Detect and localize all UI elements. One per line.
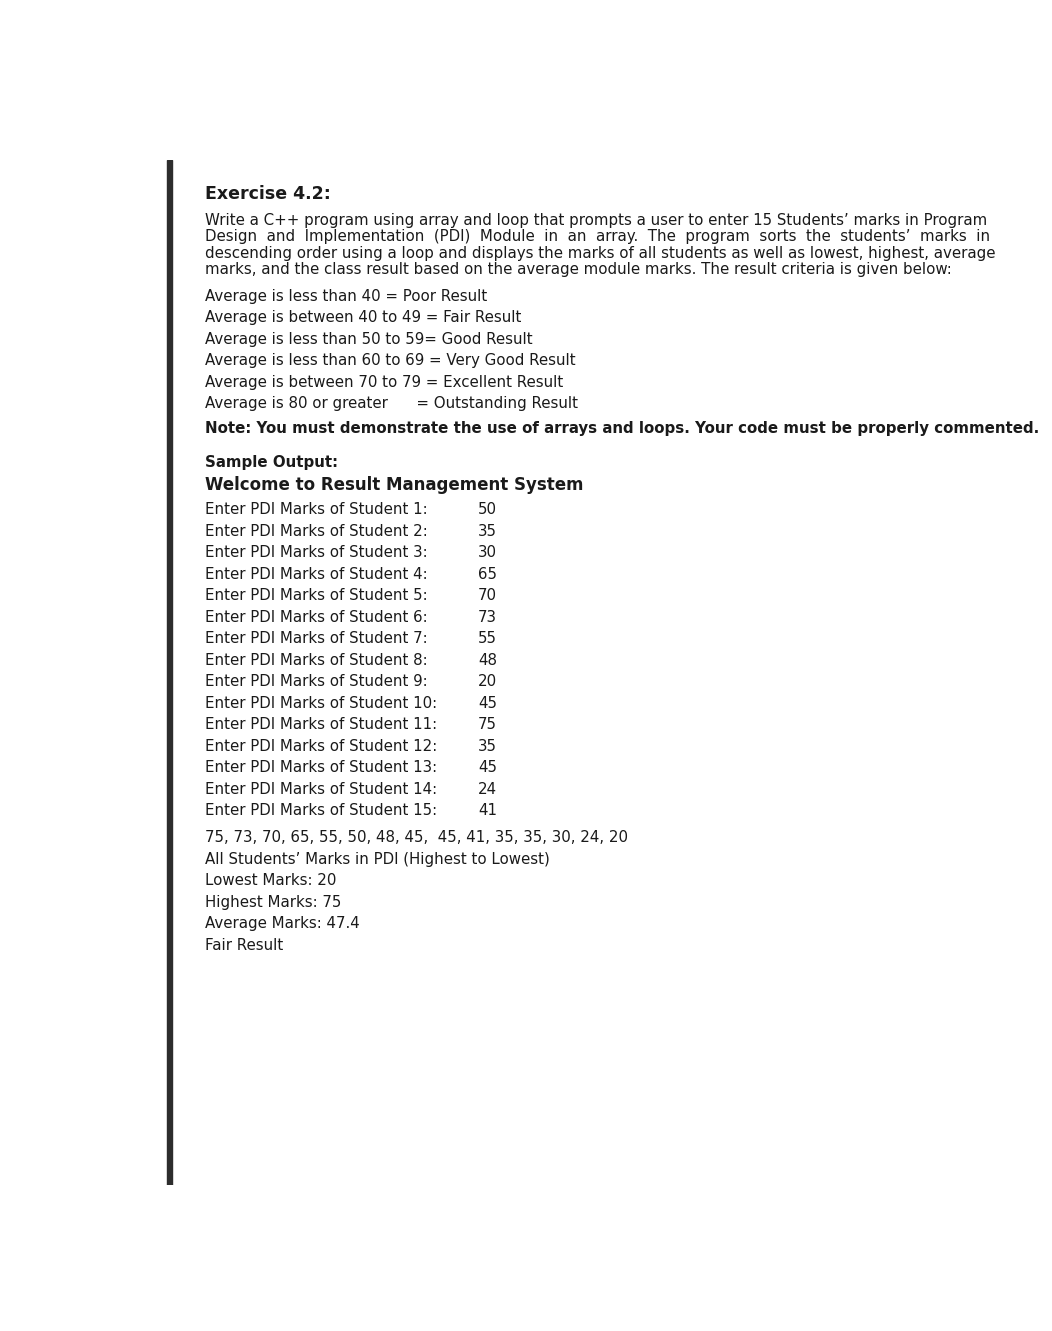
Text: Enter PDI Marks of Student 4:: Enter PDI Marks of Student 4: [205, 567, 427, 582]
Text: All Students’ Marks in PDI (Highest to Lowest): All Students’ Marks in PDI (Highest to L… [205, 852, 550, 866]
Text: marks, and the class result based on the average module marks. The result criter: marks, and the class result based on the… [205, 262, 952, 277]
Text: Enter PDI Marks of Student 8:: Enter PDI Marks of Student 8: [205, 652, 427, 668]
Text: Sample Output:: Sample Output: [205, 455, 338, 470]
Text: 55: 55 [478, 631, 497, 646]
Text: Welcome to Result Management System: Welcome to Result Management System [205, 476, 584, 494]
Text: 65: 65 [478, 567, 497, 582]
Text: Enter PDI Marks of Student 2:: Enter PDI Marks of Student 2: [205, 523, 427, 539]
Text: 20: 20 [478, 675, 498, 689]
Text: Average is less than 40 = Poor Result: Average is less than 40 = Poor Result [205, 289, 487, 303]
Text: Highest Marks: 75: Highest Marks: 75 [205, 894, 341, 909]
Text: Enter PDI Marks of Student 5:: Enter PDI Marks of Student 5: [205, 588, 427, 603]
Text: 41: 41 [478, 804, 497, 819]
Text: Note: You must demonstrate the use of arrays and loops. Your code must be proper: Note: You must demonstrate the use of ar… [205, 421, 1039, 437]
Text: 70: 70 [478, 588, 497, 603]
Text: Enter PDI Marks of Student 15:: Enter PDI Marks of Student 15: [205, 804, 437, 819]
Text: Enter PDI Marks of Student 12:: Enter PDI Marks of Student 12: [205, 739, 438, 753]
Text: Write a C++ program using array and loop that prompts a user to enter 15 Student: Write a C++ program using array and loop… [205, 213, 987, 228]
Text: Enter PDI Marks of Student 7:: Enter PDI Marks of Student 7: [205, 631, 427, 646]
Text: 35: 35 [478, 523, 497, 539]
Text: 75: 75 [478, 717, 497, 732]
Text: Average is less than 50 to 59= Good Result: Average is less than 50 to 59= Good Resu… [205, 331, 532, 347]
Bar [167, 160, 173, 1185]
Text: Average is between 40 to 49 = Fair Result: Average is between 40 to 49 = Fair Resul… [205, 310, 521, 325]
Text: Average is 80 or greater      = Outstanding Result: Average is 80 or greater = Outstanding R… [205, 397, 578, 411]
Text: Enter PDI Marks of Student 14:: Enter PDI Marks of Student 14: [205, 781, 437, 797]
Text: Enter PDI Marks of Student 10:: Enter PDI Marks of Student 10: [205, 696, 437, 711]
Text: 73: 73 [478, 610, 497, 624]
Text: 24: 24 [478, 781, 498, 797]
Text: Enter PDI Marks of Student 13:: Enter PDI Marks of Student 13: [205, 760, 437, 775]
Text: 30: 30 [478, 546, 497, 560]
Text: Exercise 4.2:: Exercise 4.2: [205, 185, 330, 204]
Text: Average is less than 60 to 69 = Very Good Result: Average is less than 60 to 69 = Very Goo… [205, 354, 575, 369]
Text: Enter PDI Marks of Student 3:: Enter PDI Marks of Student 3: [205, 546, 427, 560]
Text: Enter PDI Marks of Student 11:: Enter PDI Marks of Student 11: [205, 717, 437, 732]
Text: Average is between 70 to 79 = Excellent Result: Average is between 70 to 79 = Excellent … [205, 375, 563, 390]
Text: 35: 35 [478, 739, 497, 753]
Text: 48: 48 [478, 652, 497, 668]
Text: 45: 45 [478, 696, 497, 711]
Text: 45: 45 [478, 760, 497, 775]
Text: 75, 73, 70, 65, 55, 50, 48, 45,  45, 41, 35, 35, 30, 24, 20: 75, 73, 70, 65, 55, 50, 48, 45, 45, 41, … [205, 831, 628, 845]
Text: Enter PDI Marks of Student 1:: Enter PDI Marks of Student 1: [205, 502, 427, 516]
Text: 50: 50 [478, 502, 497, 516]
Text: Lowest Marks: 20: Lowest Marks: 20 [205, 873, 337, 888]
Text: Average Marks: 47.4: Average Marks: 47.4 [205, 916, 360, 932]
Text: Design  and  Implementation  (PDI)  Module  in  an  array.  The  program  sorts : Design and Implementation (PDI) Module i… [205, 229, 990, 245]
Text: Fair Result: Fair Result [205, 937, 283, 953]
Text: Enter PDI Marks of Student 6:: Enter PDI Marks of Student 6: [205, 610, 427, 624]
Text: descending order using a loop and displays the marks of all students as well as : descending order using a loop and displa… [205, 246, 995, 261]
Text: Enter PDI Marks of Student 9:: Enter PDI Marks of Student 9: [205, 675, 427, 689]
